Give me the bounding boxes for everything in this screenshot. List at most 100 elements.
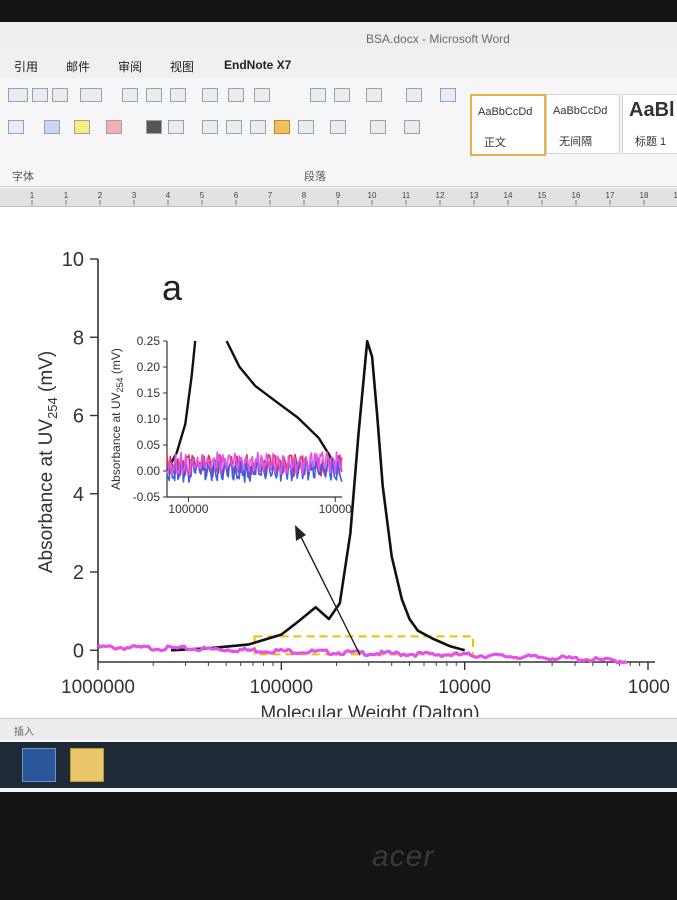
ruler-label: 5 — [200, 191, 205, 200]
asian-layout-icon[interactable] — [366, 88, 382, 102]
enclose-characters-icon[interactable] — [170, 88, 186, 102]
increase-indent-icon[interactable] — [334, 88, 350, 102]
y-tick-label: 10 — [62, 249, 84, 271]
change-case-icon[interactable] — [80, 88, 102, 102]
x-axis-title: Molecular Weight (Dalton) — [260, 703, 479, 717]
style-no-spacing[interactable]: AaBbCcDd 无间隔 — [546, 94, 620, 154]
style-heading-1-name: 标题 1 — [635, 136, 667, 148]
ruler-label: 16 — [572, 191, 581, 200]
horizontal-ruler[interactable]: 112345678910111213141516171819 — [0, 188, 677, 207]
file-explorer-icon[interactable] — [70, 748, 104, 782]
inset-y-title-main: Absorbance at UV — [109, 392, 123, 489]
taskbar — [0, 742, 677, 788]
grow-font-icon[interactable] — [32, 88, 48, 102]
style-no-spacing-sample: AaBbCcDd — [553, 105, 608, 117]
font-size-dropdown[interactable] — [8, 88, 28, 102]
numbering-icon[interactable] — [228, 88, 244, 102]
decrease-indent-icon[interactable] — [310, 88, 326, 102]
ruler-label: 14 — [504, 191, 513, 200]
y-axis-title-main: Absorbance at UV — [36, 419, 57, 574]
borders-icon[interactable] — [404, 120, 420, 134]
inset-series-line-magenta-4 — [166, 451, 343, 476]
character-shading-icon[interactable] — [146, 120, 162, 134]
ruler-label: 4 — [166, 191, 171, 200]
ruler-label: 7 — [268, 191, 273, 200]
show-marks-icon[interactable] — [440, 88, 456, 102]
distributed-icon[interactable] — [298, 120, 314, 134]
menu-bar: 引用 邮件 审阅 视图 EndNote X7 — [0, 48, 677, 79]
y-axis-title: Absorbance at UV254 (mV) — [36, 351, 60, 573]
ruler-scale: 112345678910111213141516171819 — [30, 191, 677, 205]
ruler-label: 17 — [606, 191, 615, 200]
menu-mailings[interactable]: 邮件 — [66, 60, 91, 74]
ruler-label: 8 — [302, 191, 307, 200]
x-tick-label: 10000 — [438, 677, 491, 698]
superscript-icon[interactable] — [8, 120, 24, 134]
series-line-magenta-1 — [96, 643, 628, 665]
style-heading-1[interactable]: AaBl 标题 1 — [622, 94, 677, 154]
ruler-label: 6 — [234, 191, 239, 200]
line-spacing-icon[interactable] — [330, 120, 346, 134]
main-plot: 0 2 4 6 8 10 1000000 100000 10000 1000 a Molecul… — [36, 249, 670, 724]
ribbon: AaBbCcDd 正文 AaBbCcDd 无间隔 AaBl 标题 1 字体 段落 — [0, 78, 677, 187]
shrink-font-icon[interactable] — [52, 88, 68, 102]
chart: 0 2 4 6 8 10 1000000 100000 10000 1000 a Molecul… — [36, 249, 670, 724]
menu-references[interactable]: 引用 — [14, 60, 39, 74]
justify-icon[interactable] — [274, 120, 290, 134]
y-tick-label: 8 — [73, 327, 84, 349]
series-line-black-0 — [170, 339, 466, 652]
ruler-label: 1 — [64, 191, 69, 200]
ruler-label: 18 — [640, 191, 649, 200]
monitor-brand-logo: acer — [372, 840, 435, 873]
inset-x-tick-label: 100000 — [168, 502, 208, 516]
style-normal-name: 正文 — [484, 137, 506, 149]
style-heading-1-sample: AaBl — [629, 99, 675, 121]
align-left-icon[interactable] — [202, 120, 218, 134]
font-color-icon[interactable] — [106, 120, 122, 134]
status-bar: 插入 — [0, 718, 677, 739]
inset-y-tick-label: 0.00 — [137, 464, 161, 478]
ruler-label: 1 — [30, 191, 35, 200]
shading-icon[interactable] — [370, 120, 386, 134]
inset-y-axis-title: Absorbance at UV254 (mV) — [109, 348, 125, 490]
inset-series-line-black-0 — [165, 340, 197, 472]
menu-endnote[interactable]: EndNote X7 — [224, 58, 292, 72]
bullets-icon[interactable] — [202, 88, 218, 102]
inset-y-tick-label: 0.10 — [137, 412, 161, 426]
menu-review[interactable]: 审阅 — [118, 60, 143, 74]
style-normal[interactable]: AaBbCcDd 正文 — [470, 94, 546, 156]
character-border-icon[interactable] — [146, 88, 162, 102]
status-insert-mode[interactable]: 插入 — [14, 727, 34, 738]
sort-icon[interactable] — [406, 88, 422, 102]
menu-view[interactable]: 视图 — [170, 60, 195, 74]
y-tick-label: 6 — [73, 406, 84, 428]
ruler-label: 13 — [470, 191, 479, 200]
style-no-spacing-name: 无间隔 — [559, 136, 592, 148]
y-tick-label: 0 — [73, 640, 84, 662]
text-effects-icon[interactable] — [44, 120, 60, 134]
align-right-icon[interactable] — [250, 120, 266, 134]
multilevel-list-icon[interactable] — [254, 88, 270, 102]
inset-y-tick-label: 0.20 — [137, 360, 161, 374]
monitor-screen: BSA.docx - Microsoft Word 引用 邮件 审阅 视图 En… — [0, 22, 677, 792]
phonetic-guide-icon[interactable] — [122, 88, 138, 102]
group-label-paragraph: 段落 — [304, 171, 326, 183]
y-axis-title-sub: 254 — [45, 397, 60, 419]
align-center-icon[interactable] — [226, 120, 242, 134]
highlight-color-icon[interactable] — [74, 120, 90, 134]
inset-pointer-arrowhead — [295, 525, 306, 541]
ruler-label: 11 — [402, 191, 411, 200]
inset-y-tick-label: 0.15 — [137, 386, 161, 400]
title-bar: BSA.docx - Microsoft Word — [0, 22, 677, 48]
y-axis-title-unit: (mV) — [36, 351, 57, 397]
inset-y-tick-label: 0.25 — [137, 334, 161, 348]
ruler-label: 9 — [336, 191, 341, 200]
ruler-label: 19 — [674, 191, 677, 200]
document-area[interactable]: 0 2 4 6 8 10 1000000 100000 10000 1000 a Molecul… — [0, 207, 677, 724]
inset-series-line-black-1 — [225, 340, 337, 467]
inset-y-tick-label: 0.05 — [137, 438, 161, 452]
word-taskbar-icon[interactable] — [22, 748, 56, 782]
inset-y-title-sub: 254 — [115, 377, 125, 392]
x-tick-label: 1000000 — [61, 677, 135, 698]
enclosed-char-icon[interactable] — [168, 120, 184, 134]
